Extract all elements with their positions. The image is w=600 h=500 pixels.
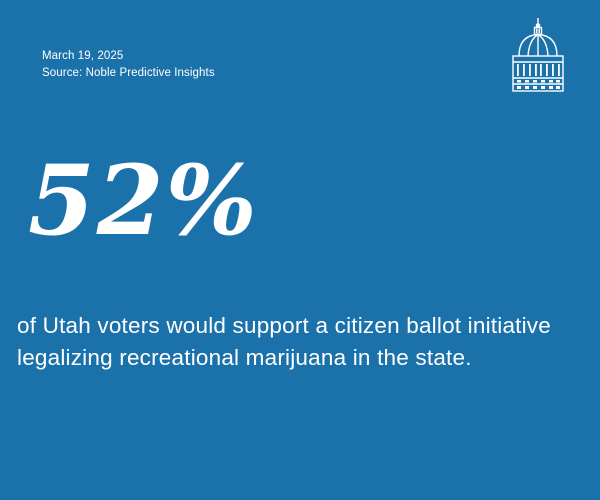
publish-date: March 19, 2025 bbox=[42, 50, 124, 62]
capitol-dome-icon bbox=[512, 18, 564, 92]
headline-description: of Utah voters would support a citizen b… bbox=[17, 313, 551, 370]
meta-block: March 19, 2025 Source: Noble Predictive … bbox=[42, 48, 215, 82]
headline-stat: 52% bbox=[28, 144, 259, 257]
source-credit: Source: Noble Predictive Insights bbox=[42, 67, 215, 79]
